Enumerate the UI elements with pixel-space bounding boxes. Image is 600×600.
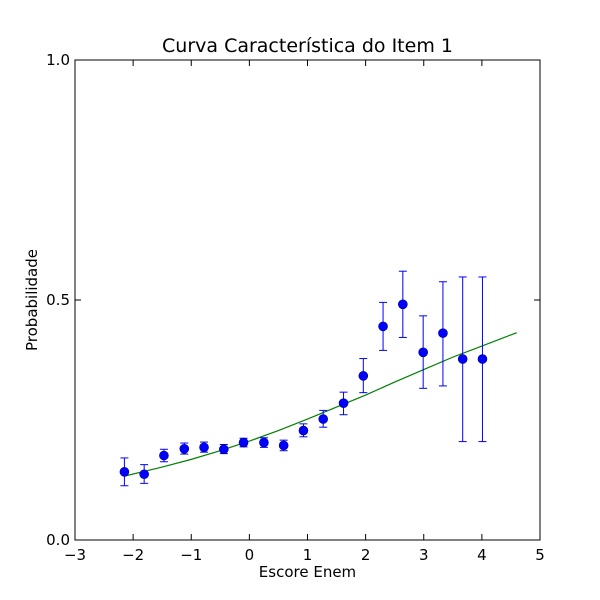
data-point bbox=[378, 321, 388, 332]
x-tick-label: 3 bbox=[419, 546, 429, 564]
data-point bbox=[179, 443, 190, 454]
data-point bbox=[438, 328, 448, 338]
data-point bbox=[457, 354, 468, 364]
x-tick-label: 2 bbox=[361, 546, 371, 564]
y-tick-label: 0.5 bbox=[46, 291, 70, 309]
data-point bbox=[238, 437, 249, 448]
plot-frame bbox=[74, 59, 541, 541]
x-axis-label: Escore Enem bbox=[259, 563, 356, 581]
data-point bbox=[338, 398, 349, 409]
plot-background bbox=[75, 60, 540, 540]
x-tick-label: −2 bbox=[122, 546, 144, 564]
x-tick-label: 1 bbox=[303, 546, 313, 564]
y-axis-label: Probabilidade bbox=[23, 249, 41, 351]
data-point bbox=[278, 440, 289, 451]
series-layer bbox=[119, 270, 517, 487]
data-point bbox=[159, 450, 169, 461]
data-point bbox=[219, 444, 229, 455]
x-tick-label: 0 bbox=[245, 546, 255, 564]
x-tick-label: 5 bbox=[535, 546, 545, 564]
x-tick-label: −1 bbox=[180, 546, 202, 564]
data-point bbox=[139, 469, 149, 480]
data-point bbox=[477, 354, 488, 364]
data-point bbox=[318, 414, 328, 424]
x-tick-label: −3 bbox=[64, 546, 86, 564]
data-point bbox=[259, 437, 269, 448]
data-point bbox=[398, 299, 408, 310]
y-tick-label: 0.0 bbox=[46, 531, 70, 549]
fitted-curve-line bbox=[124, 332, 517, 477]
y-tick-label: 1.0 bbox=[46, 51, 70, 69]
data-point bbox=[119, 467, 130, 477]
x-tick-label: 4 bbox=[477, 546, 487, 564]
data-point bbox=[298, 425, 309, 436]
data-point bbox=[418, 347, 428, 358]
data-point bbox=[199, 442, 209, 453]
data-point bbox=[358, 371, 369, 381]
chart-title: Curva Característica do Item 1 bbox=[162, 35, 453, 57]
